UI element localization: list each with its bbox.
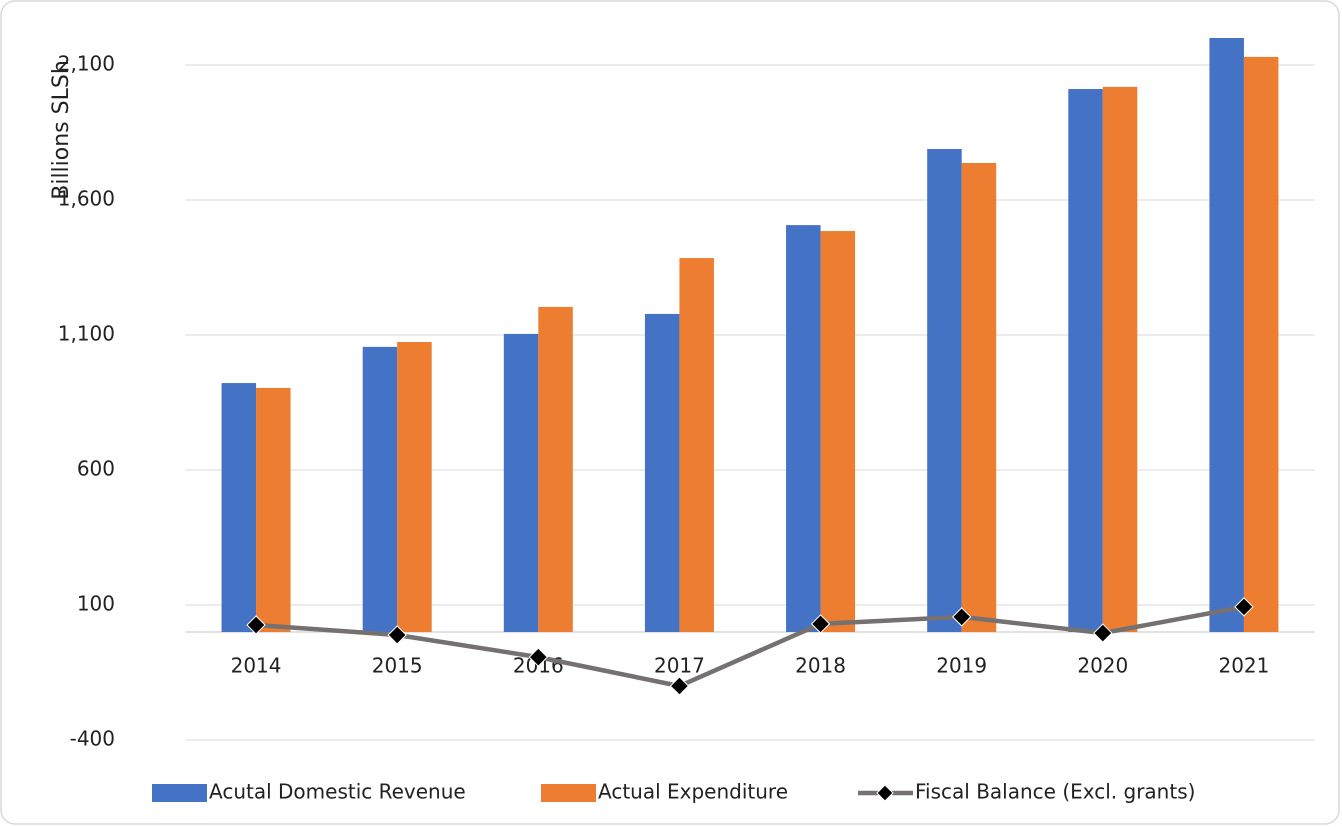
x-tick-label: 2021	[1218, 654, 1269, 678]
bar	[256, 387, 291, 632]
bar	[1243, 56, 1279, 632]
legend-swatch	[541, 784, 596, 802]
y-axis-title: Billions SLSh	[49, 60, 74, 200]
legend-label: Actual Expenditure	[598, 780, 788, 804]
bar	[644, 313, 680, 632]
legend-swatch	[152, 784, 207, 802]
line	[255, 604, 1245, 689]
legend-marker	[876, 784, 894, 802]
x-tick-label: 2020	[1077, 654, 1128, 678]
bar	[1209, 38, 1244, 632]
legend-label: Fiscal Balance (Excl. grants)	[915, 780, 1195, 804]
bar	[961, 163, 997, 632]
bar	[221, 383, 257, 632]
x-tick-label: 2015	[372, 654, 423, 678]
bar	[679, 258, 714, 632]
legend-label: Acutal Domestic Revenue	[209, 780, 466, 804]
y-tick-label: 600	[77, 457, 115, 481]
line-marker	[951, 607, 972, 627]
line-marker	[528, 647, 549, 667]
line-marker	[1093, 623, 1113, 643]
bar	[362, 346, 398, 632]
bar	[503, 333, 539, 632]
line-marker	[387, 625, 407, 645]
bar	[538, 306, 573, 632]
y-tick-label: 2,100	[58, 52, 115, 76]
bar	[786, 225, 821, 633]
bar	[397, 342, 432, 632]
line-marker	[1234, 597, 1254, 617]
y-tick-label: -400	[70, 727, 115, 751]
line-marker	[810, 614, 831, 634]
y-tick-label: 100	[77, 592, 115, 616]
y-tick-label: 1,100	[58, 322, 115, 346]
x-tick-label: 2014	[231, 654, 282, 678]
x-tick-label: 2019	[936, 654, 987, 678]
bar	[820, 231, 856, 633]
bar	[927, 148, 962, 632]
y-tick-label: 1,600	[58, 187, 115, 211]
bar	[1102, 86, 1138, 633]
line-marker	[246, 615, 266, 635]
x-tick-label: 2018	[795, 654, 846, 678]
x-tick-label: 2017	[654, 654, 705, 678]
line-marker	[669, 676, 690, 696]
bar	[1068, 89, 1103, 632]
